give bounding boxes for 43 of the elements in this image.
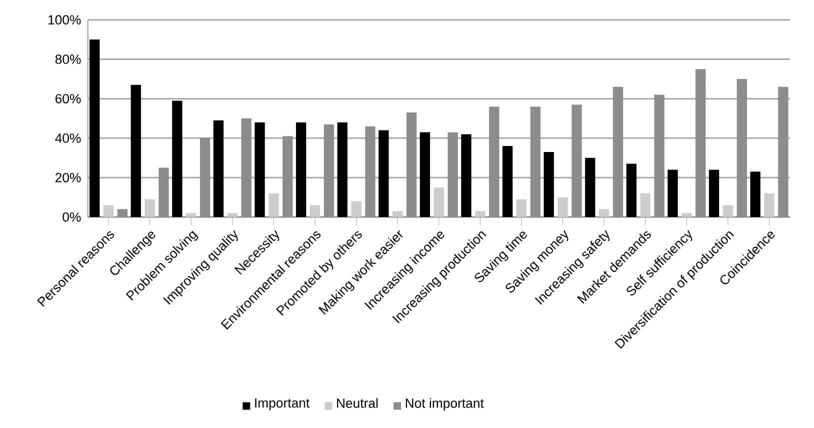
bar — [722, 205, 734, 217]
bar — [310, 205, 320, 217]
bar — [420, 132, 430, 217]
bar — [475, 211, 486, 217]
bar — [296, 122, 306, 217]
y-tick-label: 60% — [56, 94, 81, 104]
bar — [764, 193, 774, 217]
bar — [461, 134, 472, 217]
y-tick-label: 40% — [55, 133, 81, 143]
bar — [516, 199, 527, 217]
bar — [598, 209, 610, 217]
bar — [144, 199, 155, 217]
bar — [544, 152, 554, 217]
bar — [558, 197, 568, 217]
bar — [172, 100, 182, 217]
bar — [130, 84, 141, 217]
bar — [750, 172, 760, 217]
bar — [268, 193, 279, 217]
y-tick-label: 0% — [62, 212, 81, 222]
y-tick-label: 20% — [55, 172, 81, 182]
bar — [502, 146, 513, 217]
y-tick-label: 80% — [55, 54, 81, 64]
bar — [640, 193, 650, 217]
bar — [186, 213, 196, 217]
bar — [90, 39, 100, 217]
bar — [682, 213, 692, 217]
bar — [254, 122, 265, 217]
y-tick-label: 100% — [48, 15, 81, 24]
legend-label: Neutral — [337, 398, 378, 408]
legend-label: Not important — [406, 398, 484, 410]
bar — [626, 164, 637, 217]
bar — [392, 211, 403, 217]
legend-label: Important — [255, 398, 310, 410]
bar — [668, 170, 678, 217]
bar — [213, 120, 224, 217]
bar — [434, 187, 444, 217]
bar — [708, 170, 720, 217]
bar — [337, 122, 348, 217]
bar — [585, 158, 596, 217]
bar — [227, 213, 238, 217]
bar — [351, 201, 362, 217]
bar — [378, 130, 389, 217]
bar — [103, 205, 114, 217]
